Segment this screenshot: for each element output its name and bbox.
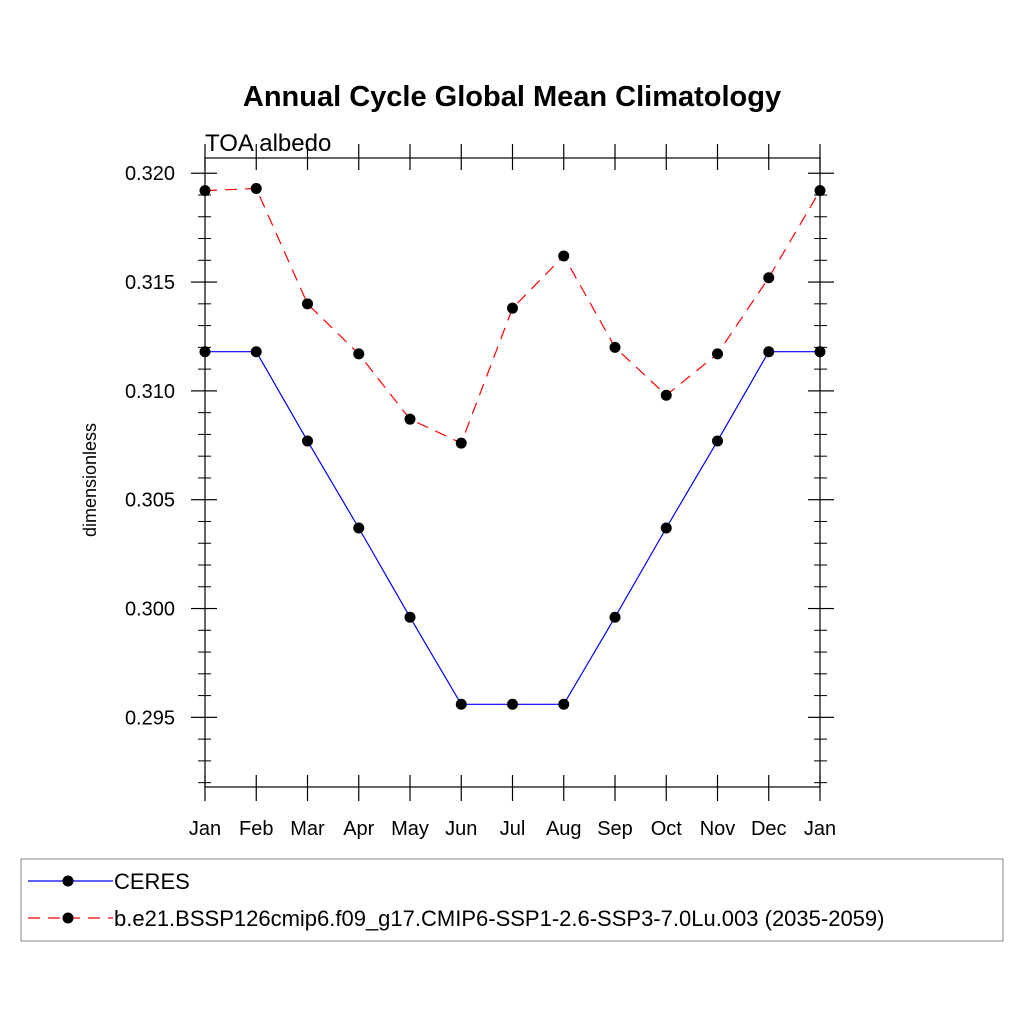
data-point (507, 302, 518, 314)
x-tick-label: Jul (500, 818, 526, 840)
data-point (814, 185, 826, 197)
data-point (199, 185, 211, 197)
y-tick-label: 0.305 (125, 490, 175, 512)
x-tick-label: Sep (597, 818, 633, 840)
data-point (712, 348, 723, 360)
series-layer (199, 182, 826, 710)
data-point (250, 346, 262, 358)
chart-subtitle: TOA albedo (205, 130, 331, 157)
y-tick-label: 0.295 (125, 707, 175, 729)
data-point (763, 346, 775, 358)
data-point (455, 698, 467, 710)
data-point (302, 298, 313, 310)
data-point (660, 389, 672, 401)
data-point (507, 698, 518, 710)
x-tick-label: Dec (751, 818, 787, 840)
y-tick-label: 0.310 (125, 381, 175, 403)
data-point (814, 346, 826, 358)
x-tick-label: May (391, 818, 429, 840)
x-tick-label: Nov (700, 818, 736, 840)
x-tick-label: Jan (189, 818, 221, 840)
data-point (763, 272, 775, 284)
data-point (609, 341, 621, 353)
legend-marker-ceres (62, 875, 74, 887)
chart-title: Annual Cycle Global Mean Climatology (243, 81, 781, 113)
data-point (302, 435, 313, 447)
data-point (558, 250, 570, 262)
data-point (404, 413, 416, 425)
data-point (660, 522, 672, 534)
data-point (199, 346, 211, 358)
data-point (353, 522, 365, 534)
y-tick-label: 0.320 (125, 163, 175, 185)
data-point (609, 611, 621, 623)
x-tick-label: Mar (290, 818, 325, 840)
legend-box (20, 858, 1004, 942)
x-tick-label: Oct (651, 818, 683, 840)
y-axis-label: dimensionless (80, 423, 100, 537)
data-point (712, 435, 723, 447)
data-point (455, 437, 467, 449)
legend-item-model: b.e21.BSSP126cmip6.f09_g17.CMIP6-SSP1-2.… (28, 906, 884, 931)
x-tick-label: Jun (445, 818, 477, 840)
legend-marker-model (62, 912, 74, 924)
x-tick-label: Aug (546, 818, 582, 840)
data-point (404, 611, 416, 623)
legend-label-ceres: CERES (114, 869, 190, 894)
data-point (558, 698, 570, 710)
y-tick-label: 0.300 (125, 599, 175, 621)
axis-ticks: Jan Feb Mar Apr May Jun Jul Aug Sep Oct Nov Dec Jan 0… (125, 144, 836, 840)
x-tick-label: Feb (239, 818, 273, 840)
legend-label-model: b.e21.BSSP126cmip6.f09_g17.CMIP6-SSP1-2.… (114, 906, 884, 931)
data-point (250, 182, 262, 194)
y-tick-label: 0.315 (125, 272, 175, 294)
x-tick-label: Jan (804, 818, 836, 840)
x-tick-label: Apr (343, 818, 374, 840)
data-point (353, 348, 365, 360)
legend-item-ceres: CERES (28, 869, 190, 894)
